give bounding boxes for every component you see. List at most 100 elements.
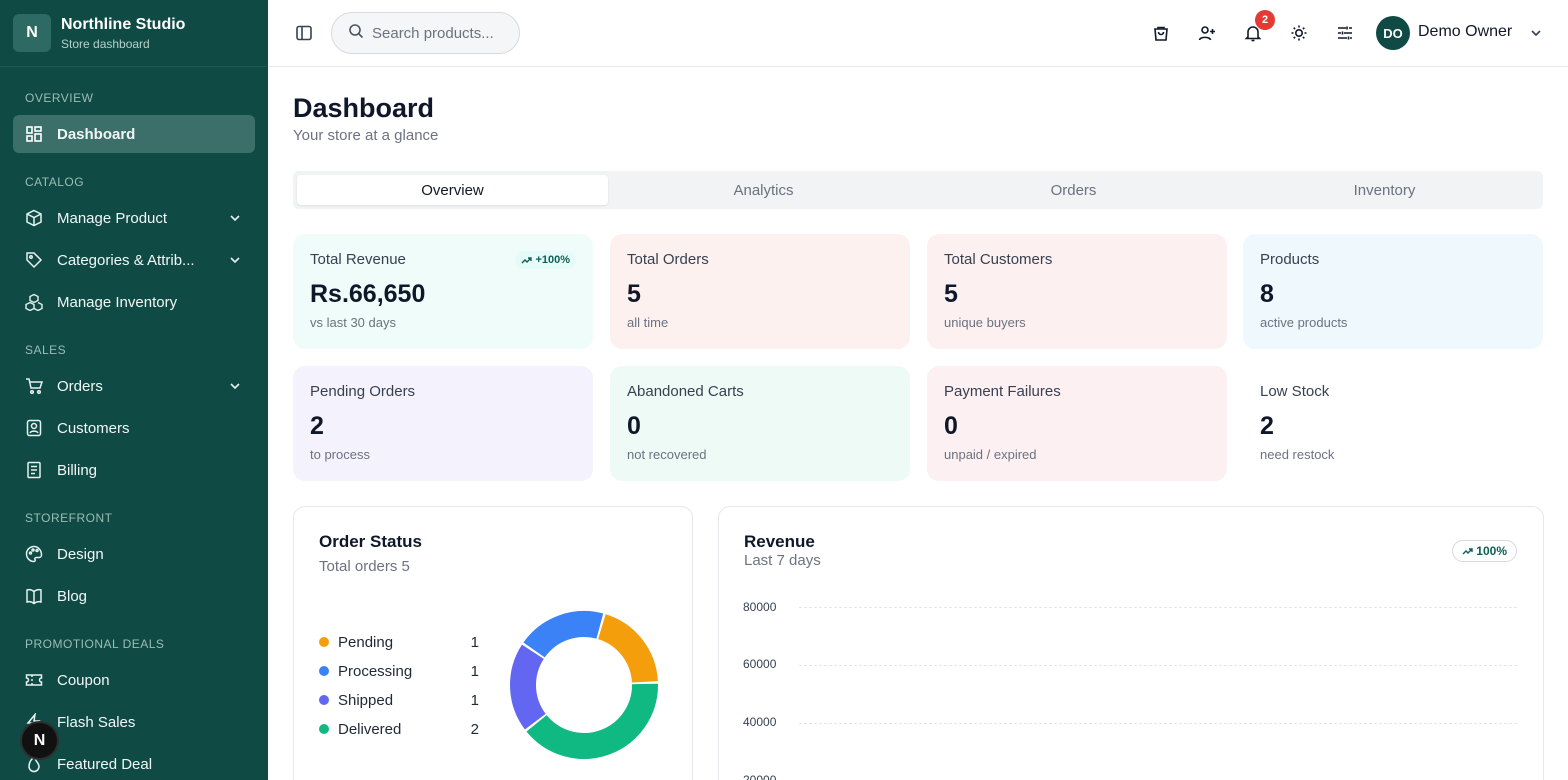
sidebar-item-label: Customers [57,419,130,437]
panel-subtitle: Last 7 days [744,552,821,569]
grid-icon [25,125,43,143]
legend-count: 1 [470,662,479,680]
sidebar-item-label: Featured Deal [57,755,153,773]
donut-slice-pending[interactable] [597,614,658,684]
add-user-icon[interactable] [1192,18,1222,48]
grid-line [799,665,1517,666]
trend-badge: 100% [1452,540,1517,562]
ticket-icon [25,671,43,689]
donut-slice-processing[interactable] [523,611,604,658]
tab-overview[interactable]: Overview [297,175,608,205]
chevron-down-icon[interactable] [229,253,241,270]
floating-logo-button[interactable]: N [20,721,59,760]
brand-name: Northline Studio [61,15,186,33]
search-box[interactable] [331,12,520,54]
stat-value: 2 [1260,412,1274,440]
sidebar-item-design[interactable]: Design [13,535,255,573]
panel-title: Order Status [319,532,422,551]
legend-item-delivered: Delivered 2 [319,719,479,739]
avatar[interactable]: DO [1376,16,1410,50]
user-name[interactable]: Demo Owner [1418,23,1513,40]
chevron-down-icon[interactable] [1521,18,1551,48]
sidebar-item-blog[interactable]: Blog [13,577,255,615]
tab-analytics[interactable]: Analytics [733,181,794,199]
settings-sliders-icon[interactable] [1330,18,1360,48]
revenue-panel: Revenue Last 7 days 100% 80000 60000 400… [718,506,1544,780]
legend-item-pending: Pending 1 [319,632,479,652]
search-input[interactable] [372,24,512,42]
contact-icon [25,419,43,437]
sidebar-toggle-icon[interactable] [289,18,319,48]
donut-slice-delivered[interactable] [526,683,658,759]
stat-card-total-customers[interactable]: Total Customers 5 unique buyers [927,234,1227,349]
stat-card-products[interactable]: Products 8 active products [1243,234,1543,349]
page-title: Dashboard [293,93,435,123]
section-label-overview: OVERVIEW [25,91,94,105]
top-header: 2 DO Demo Owner [268,0,1568,67]
donut-slice-shipped[interactable] [510,644,546,730]
stat-value: 2 [310,412,324,440]
section-label-catalog: CATALOG [25,175,85,189]
grid-line [799,723,1517,724]
sidebar-item-billing[interactable]: Billing [13,451,255,489]
box-icon [25,209,43,227]
sidebar-item-coupon[interactable]: Coupon [13,661,255,699]
sidebar-item-label: Categories & Attrib... [57,251,195,269]
stat-value: 5 [627,280,641,308]
page-subtitle: Your store at a glance [293,127,439,144]
panel-subtitle: Total orders 5 [319,558,410,575]
stat-card-total-revenue[interactable]: Total Revenue +100% Rs.66,650 vs last 30… [293,234,593,349]
book-icon [25,587,43,605]
stat-note: not recovered [627,447,707,462]
sidebar-item-label: Billing [57,461,98,479]
chevron-down-icon[interactable] [229,379,241,396]
stat-note: to process [310,447,370,462]
sidebar-item-label: Dashboard [57,125,136,143]
stat-note: active products [1260,315,1348,330]
receipt-icon [25,461,43,479]
sidebar-item-orders[interactable]: Orders [13,367,255,405]
legend-count: 1 [470,633,479,651]
tab-inventory[interactable]: Inventory [1353,181,1416,199]
stat-card-total-orders[interactable]: Total Orders 5 all time [610,234,910,349]
palette-icon [25,545,43,563]
legend-count: 2 [470,720,479,738]
stat-card-pending-orders[interactable]: Pending Orders 2 to process [293,366,593,481]
trend-badge: +100% [515,251,576,269]
sidebar-item-dashboard[interactable]: Dashboard [13,115,255,153]
tab-orders[interactable]: Orders [1050,181,1097,199]
search-icon [348,23,364,44]
stat-label: Total Revenue [310,251,406,268]
chevron-down-icon[interactable] [229,211,241,228]
stat-card-low-stock[interactable]: Low Stock 2 need restock [1243,366,1543,481]
dashboard-tabs: Overview Analytics Orders Inventory [293,171,1543,209]
legend-dot [319,666,329,676]
legend-dot [319,724,329,734]
brand-subtitle: Store dashboard [61,36,150,51]
sidebar-item-label: Orders [57,377,103,395]
section-label-promotional-deals: PROMOTIONAL DEALS [25,637,165,651]
sidebar-item-categories[interactable]: Categories & Attrib... [13,241,255,279]
bell-icon[interactable] [1238,18,1268,48]
legend-dot [319,695,329,705]
shopping-bag-icon[interactable] [1146,18,1176,48]
cart-icon [25,377,43,395]
stat-card-payment-failures[interactable]: Payment Failures 0 unpaid / expired [927,366,1227,481]
stat-note: unique buyers [944,315,1026,330]
brand-header[interactable]: N Northline Studio Store dashboard [0,0,268,67]
sidebar-item-manage-inventory[interactable]: Manage Inventory [13,283,255,321]
stat-note: vs last 30 days [310,315,396,330]
legend-label: Pending [338,633,394,651]
trending-up-icon [1462,547,1473,554]
y-tick-label: 40000 [743,715,777,729]
stat-value: 0 [944,412,958,440]
sun-icon[interactable] [1284,18,1314,48]
stat-label: Low Stock [1260,383,1330,400]
stat-card-abandoned-carts[interactable]: Abandoned Carts 0 not recovered [610,366,910,481]
sidebar-item-customers[interactable]: Customers [13,409,255,447]
stat-label: Abandoned Carts [627,383,744,400]
sidebar-item-label: Blog [57,587,88,605]
legend-count: 1 [470,691,479,709]
legend-dot [319,637,329,647]
sidebar-item-manage-product[interactable]: Manage Product [13,199,255,237]
